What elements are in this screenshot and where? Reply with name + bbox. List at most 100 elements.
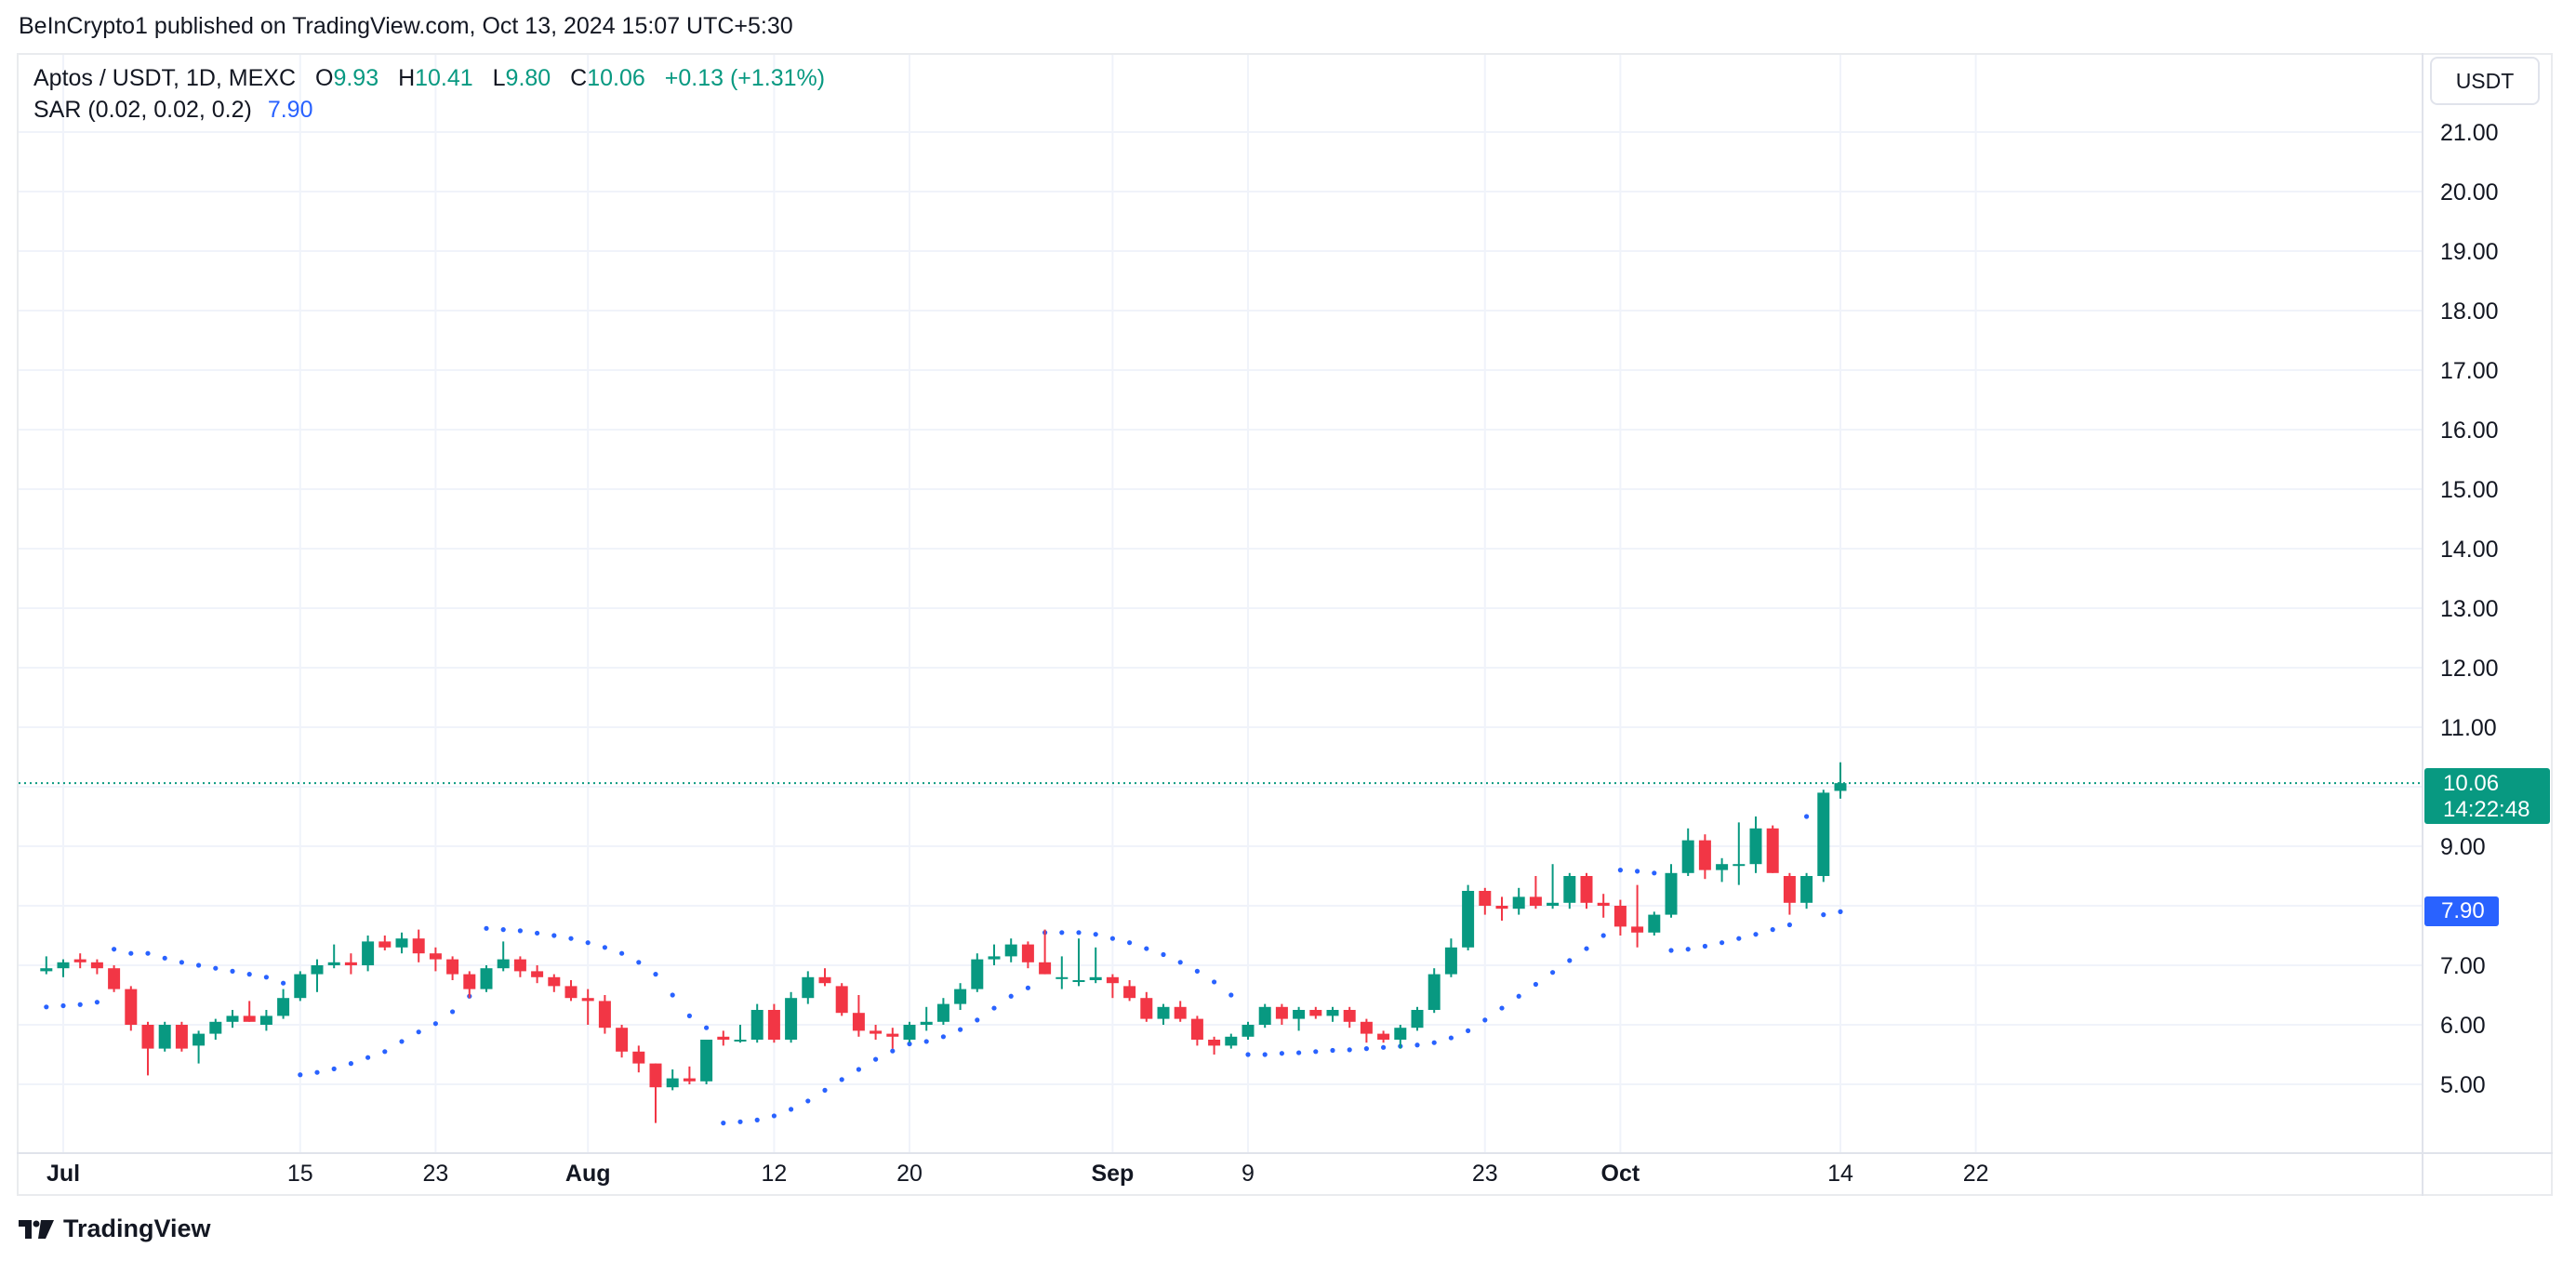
- candle: [886, 1028, 899, 1049]
- candle-body: [852, 1013, 865, 1031]
- y-tick-label: 12.00: [2440, 656, 2499, 682]
- sar-dot: [1720, 940, 1725, 946]
- candle: [378, 936, 392, 950]
- candle: [1766, 825, 1779, 873]
- candle-body: [141, 1025, 154, 1049]
- sar-dot: [1347, 1047, 1352, 1053]
- candle-body: [988, 956, 1001, 960]
- candle: [785, 991, 798, 1043]
- candle: [767, 1003, 780, 1043]
- sar-dot: [1685, 947, 1691, 952]
- candle-body: [1242, 1025, 1255, 1037]
- chart-frame: [17, 53, 2553, 1196]
- candle: [446, 956, 459, 980]
- candle-body: [835, 986, 848, 1014]
- sar-dot: [1296, 1050, 1302, 1055]
- x-tick-label: 23: [1472, 1161, 1498, 1187]
- candle: [1123, 980, 1136, 1002]
- x-tick-label: 20: [896, 1161, 923, 1187]
- candle-body: [1394, 1028, 1407, 1040]
- sar-dot: [670, 992, 675, 998]
- sar-dot: [856, 1067, 862, 1072]
- candle: [903, 1021, 916, 1043]
- sar-dot: [1668, 948, 1674, 953]
- candle-body: [649, 1063, 662, 1088]
- y-tick-label: 21.00: [2440, 120, 2499, 146]
- candle-body: [327, 962, 340, 965]
- candle: [480, 965, 493, 992]
- symbol-legend[interactable]: Aptos / USDT, 1D, MEXC O9.93 H10.41 L9.8…: [33, 65, 825, 92]
- candle: [158, 1021, 171, 1052]
- candle: [1512, 887, 1525, 915]
- sar-dot: [1600, 933, 1606, 938]
- candle-body: [1631, 926, 1644, 933]
- sar-dot: [1786, 922, 1792, 928]
- sar-dot: [1177, 960, 1183, 965]
- candle-body: [1783, 876, 1796, 903]
- candle-body: [548, 976, 561, 987]
- candle-body: [1681, 840, 1694, 873]
- candle-body: [1817, 792, 1830, 876]
- sar-dot: [1770, 927, 1775, 933]
- candle-body: [1326, 1010, 1339, 1016]
- candle: [1174, 1001, 1187, 1022]
- sar-dot: [331, 1066, 337, 1071]
- candle: [1039, 929, 1052, 975]
- candle-body: [412, 938, 425, 954]
- candle: [598, 995, 611, 1034]
- y-tick-label: 11.00: [2440, 715, 2497, 741]
- candle-body: [920, 1021, 933, 1025]
- x-tick-label: 15: [287, 1161, 313, 1187]
- candle-body: [1495, 906, 1508, 909]
- candle: [734, 1025, 747, 1043]
- candle-body: [1072, 980, 1085, 982]
- candle-body: [378, 941, 392, 948]
- sar-dot: [382, 1049, 388, 1055]
- sar-dot: [94, 1000, 100, 1005]
- sar-dot: [365, 1055, 371, 1060]
- candle: [1631, 884, 1644, 948]
- candle: [666, 1069, 679, 1091]
- candle-body: [598, 1001, 611, 1029]
- sar-dot: [1212, 979, 1217, 985]
- candle: [40, 956, 53, 975]
- indicator-legend[interactable]: SAR (0.02, 0.02, 0.2) 7.90: [33, 97, 312, 124]
- y-tick-label: 13.00: [2440, 596, 2499, 622]
- sar-dot: [1279, 1051, 1284, 1056]
- candle: [632, 1045, 645, 1073]
- candle-body: [1309, 1010, 1322, 1016]
- sar-dot: [535, 930, 540, 936]
- candle-body: [125, 989, 138, 1025]
- sar-dot: [1194, 968, 1200, 974]
- candlestick-chart[interactable]: 5.006.007.008.009.0010.0011.0012.0013.00…: [0, 0, 2576, 1200]
- sar-dot: [754, 1117, 760, 1122]
- sar-dot: [1652, 870, 1657, 876]
- candle-body: [259, 1015, 272, 1025]
- candle: [1783, 872, 1796, 915]
- sar-dot: [298, 1072, 303, 1078]
- candle: [108, 965, 121, 992]
- sar-dot: [128, 950, 134, 956]
- sar-dot: [1617, 868, 1623, 873]
- currency-button[interactable]: USDT: [2430, 57, 2540, 105]
- candle-body: [531, 971, 544, 977]
- sar-dot: [246, 972, 252, 977]
- y-tick-label: 6.00: [2440, 1013, 2486, 1039]
- candle: [395, 932, 408, 954]
- candle: [125, 986, 138, 1031]
- candle: [1411, 1006, 1424, 1031]
- candle-body: [564, 986, 578, 999]
- sar-dot: [484, 925, 489, 931]
- candle: [1140, 991, 1153, 1022]
- tradingview-logo[interactable]: TradingView: [19, 1215, 211, 1243]
- candle-body: [209, 1021, 222, 1034]
- sar-dot: [1533, 981, 1538, 988]
- candle-body: [362, 941, 375, 965]
- candle-body: [1733, 864, 1746, 867]
- candle-body: [40, 968, 53, 972]
- candle-body: [1462, 891, 1475, 948]
- candle-body: [767, 1010, 780, 1040]
- sar-dot: [1144, 946, 1149, 951]
- candle-body: [954, 989, 967, 1004]
- legend-low: L9.80: [492, 65, 551, 91]
